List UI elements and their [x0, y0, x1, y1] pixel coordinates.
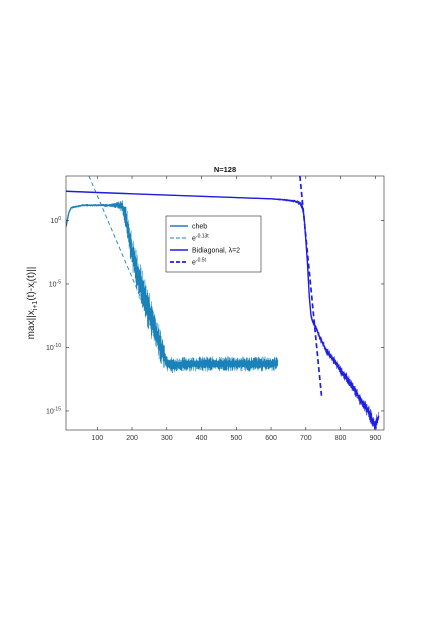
- x-tick-label: 100: [91, 435, 103, 442]
- x-tick-label: 800: [335, 435, 347, 442]
- series-line: [88, 176, 175, 376]
- legend: cheb e-0.13t Bidiagonal, λ=2 e-0.5t: [165, 215, 262, 273]
- x-tick-label: 500: [230, 435, 242, 442]
- y-tick-label: 10-5: [49, 279, 61, 288]
- series-noise: [66, 190, 380, 430]
- y-axis: 100 10-5 10-10 10-15: [46, 216, 384, 415]
- x-tick-label: 900: [369, 435, 381, 442]
- series-line: [299, 176, 323, 396]
- legend-label: e-0.13t: [192, 234, 209, 243]
- legend-label: Bidiagonal, λ=2: [192, 248, 240, 255]
- series-1: [88, 176, 175, 376]
- svg-text:max||xi+1(t)-xi(t)||: max||xi+1(t)-xi(t)||: [26, 267, 39, 340]
- x-tick-label: 300: [161, 435, 173, 442]
- y-axis-label: max||xi+1(t)-xi(t)||: [26, 267, 39, 340]
- x-axis: 100 200 300 400 500 600 700 800 900: [91, 176, 381, 442]
- legend-box: [165, 215, 262, 273]
- x-tick-label: 600: [265, 435, 277, 442]
- series-2: [66, 190, 380, 430]
- series-layer: [66, 176, 380, 430]
- legend-label: e-0.5t: [192, 258, 207, 267]
- plot-frame: [65, 175, 385, 431]
- legend-label: cheb: [192, 224, 207, 231]
- x-tick-label: 700: [300, 435, 312, 442]
- y-tick-label: 100: [50, 216, 61, 225]
- y-tick-label: 10-10: [46, 343, 61, 352]
- chart-title: N=128: [214, 165, 236, 174]
- x-tick-label: 200: [126, 435, 138, 442]
- series-3: [299, 176, 323, 396]
- y-tick-label: 10-15: [46, 406, 61, 415]
- x-tick-label: 400: [196, 435, 208, 442]
